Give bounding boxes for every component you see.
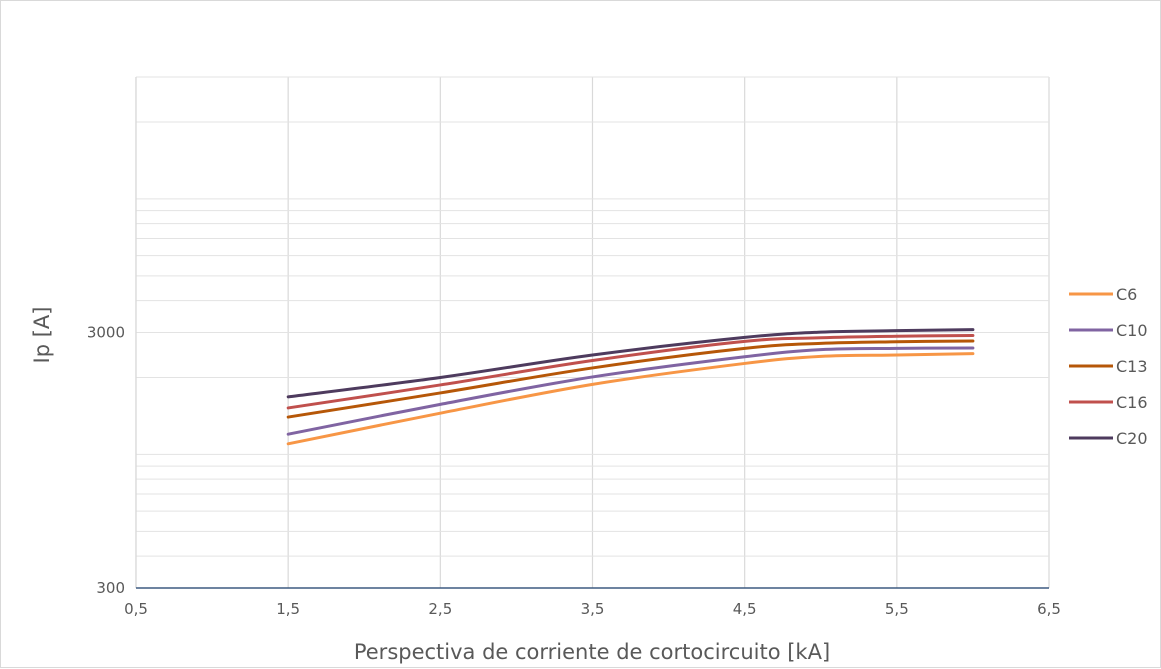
grid-lines — [135, 76, 1050, 589]
x-tick-label: 3,5 — [581, 600, 605, 618]
axes — [135, 77, 1049, 589]
legend-label-c13: C13 — [1116, 357, 1148, 376]
y-axis-title: Ip [A] — [30, 307, 54, 364]
x-tick-label: 1,5 — [276, 600, 300, 618]
series-line-c16 — [286, 333, 975, 410]
series-line-c20 — [286, 328, 975, 399]
x-tick-label: 5,5 — [885, 600, 909, 618]
x-axis-title: Perspectiva de corriente de cortocircuit… — [354, 640, 830, 664]
legend-label-c6: C6 — [1116, 285, 1137, 304]
legend: C6 C10 C13 C16 C20 — [1069, 285, 1148, 448]
x-tick-label: 6,5 — [1037, 600, 1061, 618]
legend-label-c16: C16 — [1116, 393, 1148, 412]
series-lines — [286, 328, 975, 446]
y-tick-labels: 300 3000 — [87, 324, 125, 598]
x-tick-label: 0,5 — [124, 600, 148, 618]
legend-label-c20: C20 — [1116, 429, 1148, 448]
x-tick-label: 2,5 — [428, 600, 452, 618]
legend-label-c10: C10 — [1116, 321, 1148, 340]
series-line-c6 — [286, 352, 975, 446]
x-tick-labels: 0,5 1,5 2,5 3,5 4,5 5,5 6,5 — [124, 600, 1061, 618]
series-line-c13 — [286, 339, 975, 419]
y-tick-label: 300 — [96, 579, 125, 597]
y-tick-label: 3000 — [87, 324, 125, 342]
x-tick-label: 4,5 — [733, 600, 757, 618]
series-line-c10 — [286, 346, 975, 436]
